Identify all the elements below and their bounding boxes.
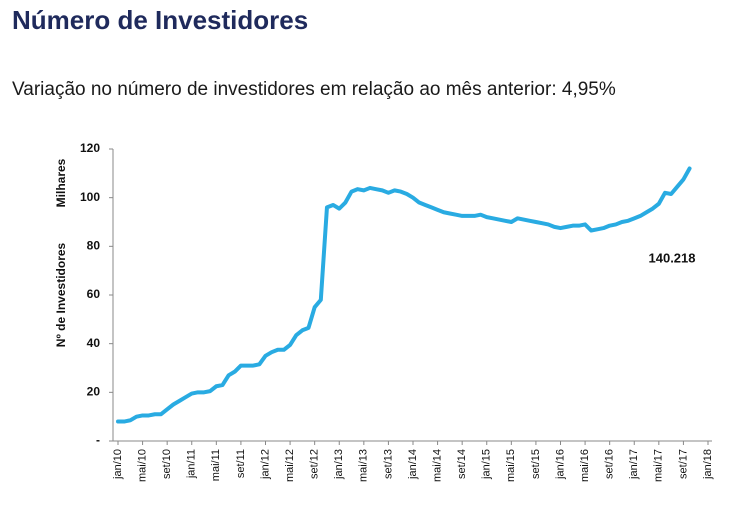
- x-tick-label: jan/13: [333, 449, 345, 480]
- x-tick-label: mai/14: [431, 449, 443, 482]
- y-tick-label: 40: [87, 336, 101, 350]
- y-tick-label: -: [96, 433, 100, 447]
- x-tick-label: set/14: [456, 449, 468, 479]
- y-axis-unit: Milhares: [54, 158, 68, 207]
- x-tick-label: jan/11: [186, 449, 198, 479]
- y-tick-label: 100: [80, 190, 100, 204]
- x-tick-label: jan/16: [554, 449, 566, 480]
- x-tick-label: set/16: [604, 449, 616, 479]
- x-tick-label: jan/14: [407, 449, 419, 480]
- x-tick-label: jan/10: [112, 449, 124, 480]
- y-tick-label: 80: [87, 239, 101, 253]
- x-tick-label: mai/15: [505, 449, 517, 482]
- x-tick-label: set/10: [161, 449, 173, 479]
- x-tick-label: jan/17: [628, 449, 640, 480]
- x-tick-label: mai/10: [136, 449, 148, 482]
- chart-title: Número de Investidores: [12, 5, 308, 35]
- y-tick-label: 20: [87, 385, 101, 399]
- x-tick-label: jan/15: [481, 449, 493, 480]
- x-tick-label: jan/12: [259, 449, 271, 480]
- x-tick-label: set/12: [309, 449, 321, 479]
- x-tick-label: set/11: [235, 449, 247, 478]
- x-tick-label: jan/18: [702, 449, 714, 480]
- x-tick-label: set/13: [382, 449, 394, 479]
- x-tick-label: mai/17: [653, 449, 665, 482]
- data-line: [116, 166, 692, 424]
- x-tick-label: mai/12: [284, 449, 296, 482]
- x-tick-label: mai/11: [210, 449, 222, 481]
- x-tick-label: mai/16: [579, 449, 591, 482]
- chart-subtitle: Variação no número de investidores em re…: [12, 79, 616, 100]
- y-tick-label: 60: [87, 287, 101, 301]
- x-tick-label: set/17: [677, 449, 689, 479]
- x-tick-label: mai/13: [358, 449, 370, 482]
- annotation: 140.218: [649, 250, 696, 265]
- x-tick-label: set/15: [530, 449, 542, 479]
- y-tick-label: 120: [80, 141, 100, 155]
- y-axis-label: Nº de Investidores: [54, 242, 68, 347]
